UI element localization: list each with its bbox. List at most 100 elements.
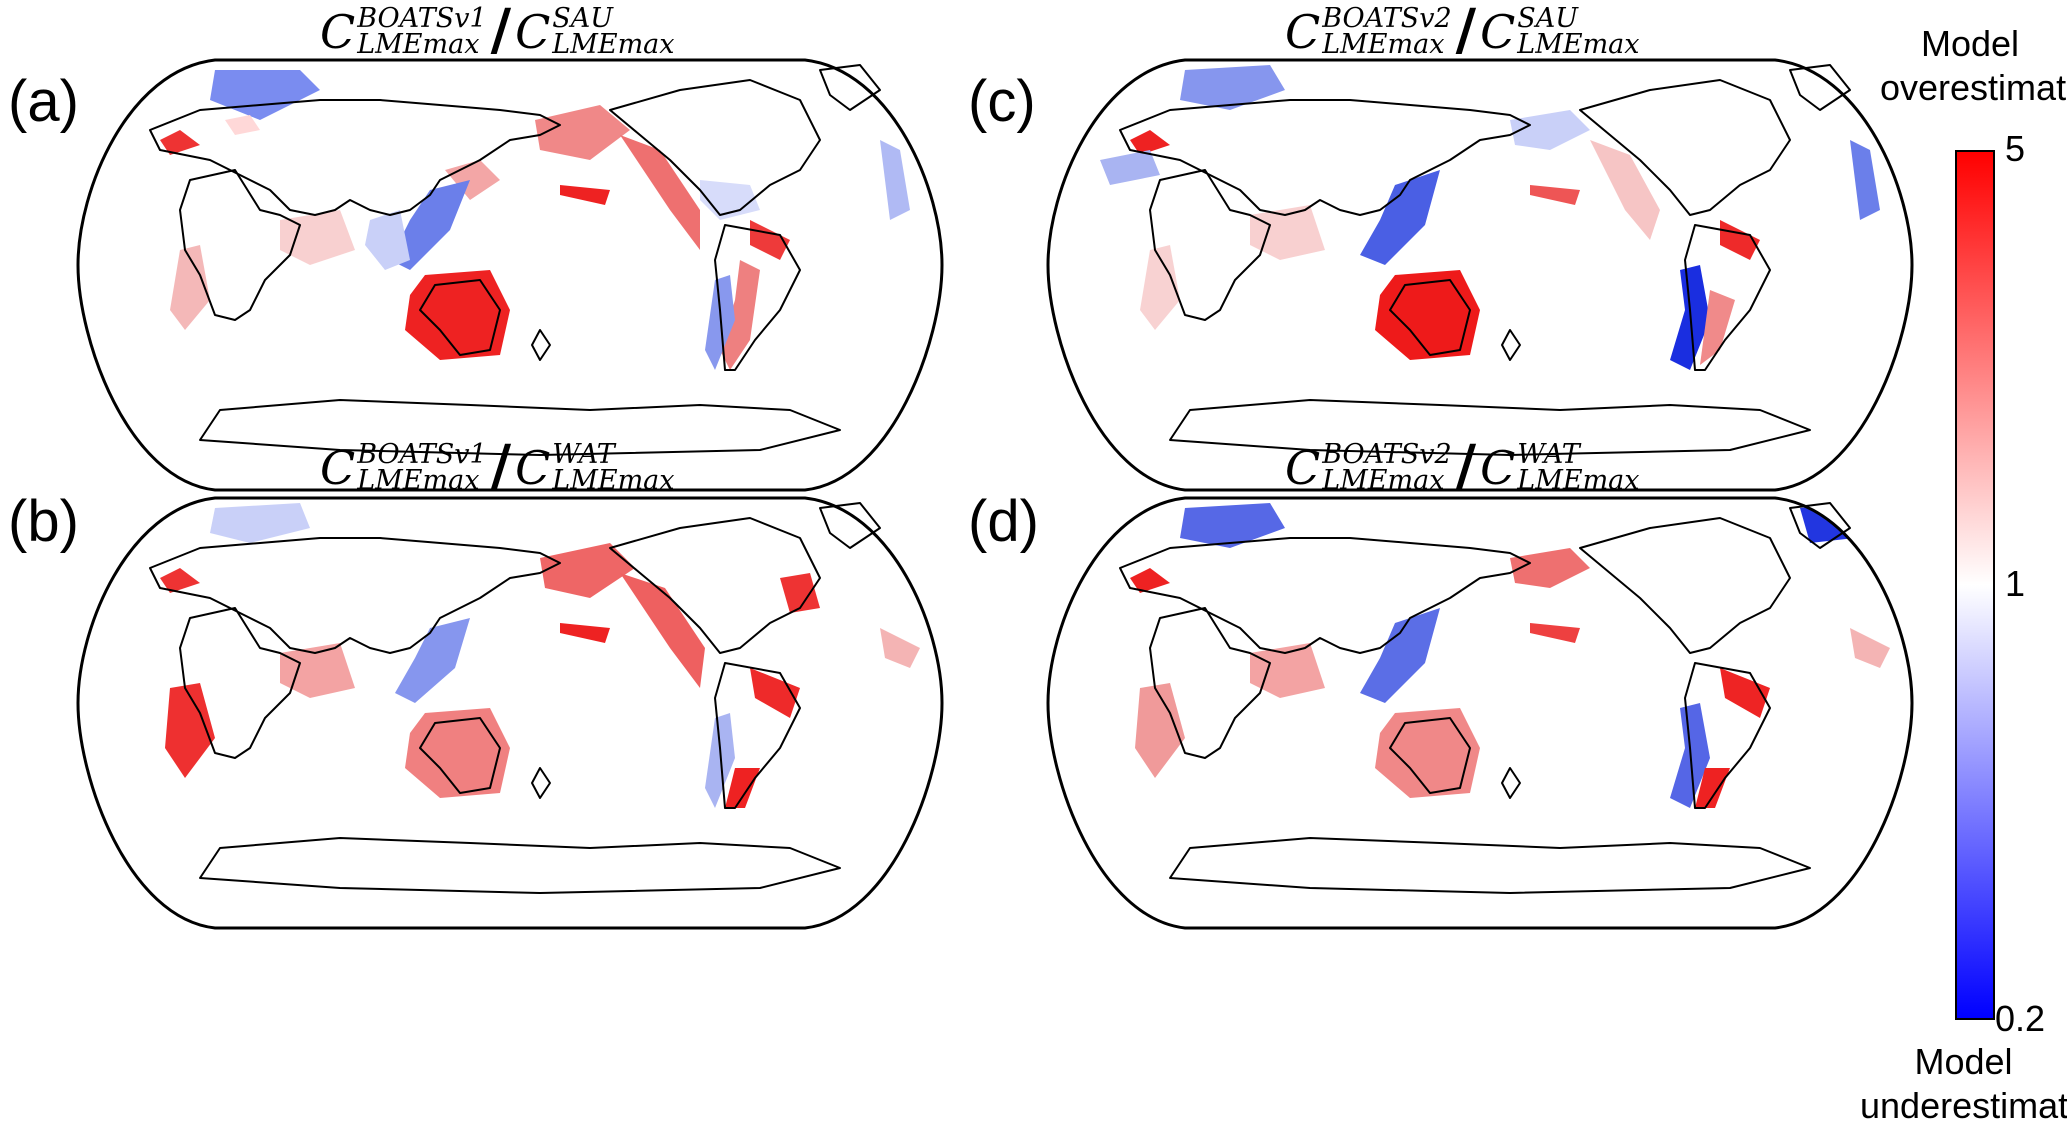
panel-b: C BOATSv1 LMEmax / C WAT LMEmax (b) <box>8 438 944 988</box>
lme-patch <box>1250 205 1325 260</box>
panel-c: C BOATSv2 LMEmax / C SAU LMEmax (c) <box>968 2 1914 550</box>
land-outline <box>419 279 501 356</box>
land-outline <box>1169 399 1811 456</box>
panel-d: C BOATSv2 LMEmax / C WAT LMEmax (d) <box>968 438 1914 988</box>
lme-patch <box>1130 568 1170 593</box>
land-outline <box>819 502 881 549</box>
land-outline <box>1149 607 1271 759</box>
lme-patch <box>165 683 215 778</box>
colorbar-bottom-label: Model underestimate <box>1860 1041 2067 1126</box>
colorbar <box>1955 150 1995 1020</box>
globe-frame <box>1046 496 1914 930</box>
globe-frame <box>1046 58 1914 492</box>
lme-patch <box>1850 628 1890 668</box>
lme-patch <box>210 503 310 543</box>
land-outline <box>149 99 561 216</box>
panel-a-label: (a) <box>8 69 79 134</box>
lme-patch <box>1360 608 1440 703</box>
lme-patch <box>535 105 630 160</box>
lme-patch <box>1700 290 1735 365</box>
lme-patch <box>1100 150 1160 185</box>
panel-b-title: C BOATSv1 LMEmax / C WAT LMEmax <box>320 433 675 499</box>
world-map-a <box>76 58 944 492</box>
colorbar-tick-min: 0.2 <box>1995 998 2046 1039</box>
land-outline <box>1389 717 1471 794</box>
land-outline <box>199 837 841 894</box>
panel-b-label: (b) <box>8 489 79 554</box>
land-outline <box>819 64 881 111</box>
lme-patch <box>160 568 200 593</box>
globe-frame <box>76 58 944 492</box>
lme-patch <box>780 573 820 613</box>
colorbar-gradient <box>1957 152 1993 1018</box>
land-outline <box>531 329 551 361</box>
lme-patch <box>880 140 910 220</box>
land-outline <box>1149 169 1271 321</box>
lme-patch <box>1510 548 1590 588</box>
lme-patch <box>160 130 200 155</box>
lme-patch <box>1720 220 1760 260</box>
land-outline <box>149 537 561 654</box>
lme-patch <box>1140 245 1180 330</box>
lme-patch <box>1360 170 1440 265</box>
lme-patch <box>170 245 210 330</box>
lme-patch <box>1530 185 1580 205</box>
land-outline <box>179 607 301 759</box>
lme-patch <box>395 618 470 703</box>
colorbar-tick-max: 5 <box>2005 128 2026 169</box>
panel-a: C BOATSv1 LMEmax / C SAU LMEmax (a) <box>8 2 944 550</box>
lme-patch <box>620 135 700 250</box>
lme-patch <box>880 628 920 668</box>
lme-patch <box>1590 140 1660 240</box>
lme-patch <box>540 543 635 598</box>
land-outline <box>1119 537 1531 654</box>
lme-patch <box>620 573 705 688</box>
lme-patch <box>560 185 610 205</box>
land-outline <box>609 517 821 654</box>
panel-c-label: (c) <box>968 69 1036 134</box>
globe-frame <box>76 496 944 930</box>
lme-patch <box>1850 140 1880 220</box>
lme-patch <box>750 220 790 260</box>
land-outline <box>1501 767 1521 799</box>
lme-patch <box>560 623 610 643</box>
land-outline <box>531 767 551 799</box>
lme-patch <box>1510 110 1590 150</box>
land-outline <box>1579 79 1791 216</box>
land-outline <box>1501 329 1521 361</box>
land-outline <box>609 79 821 216</box>
colorbar-tick-mid: 1 <box>2005 563 2026 604</box>
panel-a-title: C BOATSv1 LMEmax / C SAU LMEmax <box>320 0 675 63</box>
lme-patch <box>725 768 760 808</box>
land-outline <box>199 399 841 456</box>
lme-patch <box>1180 65 1285 110</box>
lme-patch <box>225 115 260 135</box>
lme-patch <box>1720 668 1770 718</box>
panel-d-label: (d) <box>968 489 1039 554</box>
world-map-b <box>76 496 944 930</box>
lme-patch <box>280 643 355 698</box>
lme-patch <box>750 668 800 718</box>
lme-patch <box>1250 643 1325 698</box>
lme-patch <box>1135 683 1185 778</box>
world-map-d <box>1046 496 1914 930</box>
panel-c-title: C BOATSv2 LMEmax / C SAU LMEmax <box>1285 0 1640 63</box>
panel-d-title: C BOATSv2 LMEmax / C WAT LMEmax <box>1285 433 1640 499</box>
lme-patch <box>705 275 735 370</box>
land-outline <box>1789 64 1851 111</box>
land-outline <box>714 662 801 809</box>
land-outline <box>1169 837 1811 894</box>
land-outline <box>1579 517 1791 654</box>
land-outline <box>1684 224 1771 371</box>
lme-patch <box>1695 768 1730 808</box>
world-map-c <box>1046 58 1914 492</box>
lme-patch <box>720 260 760 370</box>
land-outline <box>714 224 801 371</box>
land-outline <box>419 717 501 794</box>
colorbar-top-label: Model overestimate <box>1880 23 2067 108</box>
lme-patch <box>705 713 735 808</box>
lme-patch <box>1180 503 1285 548</box>
lme-patch <box>1130 130 1170 155</box>
lme-patch <box>1530 623 1580 643</box>
land-outline <box>1684 662 1771 809</box>
